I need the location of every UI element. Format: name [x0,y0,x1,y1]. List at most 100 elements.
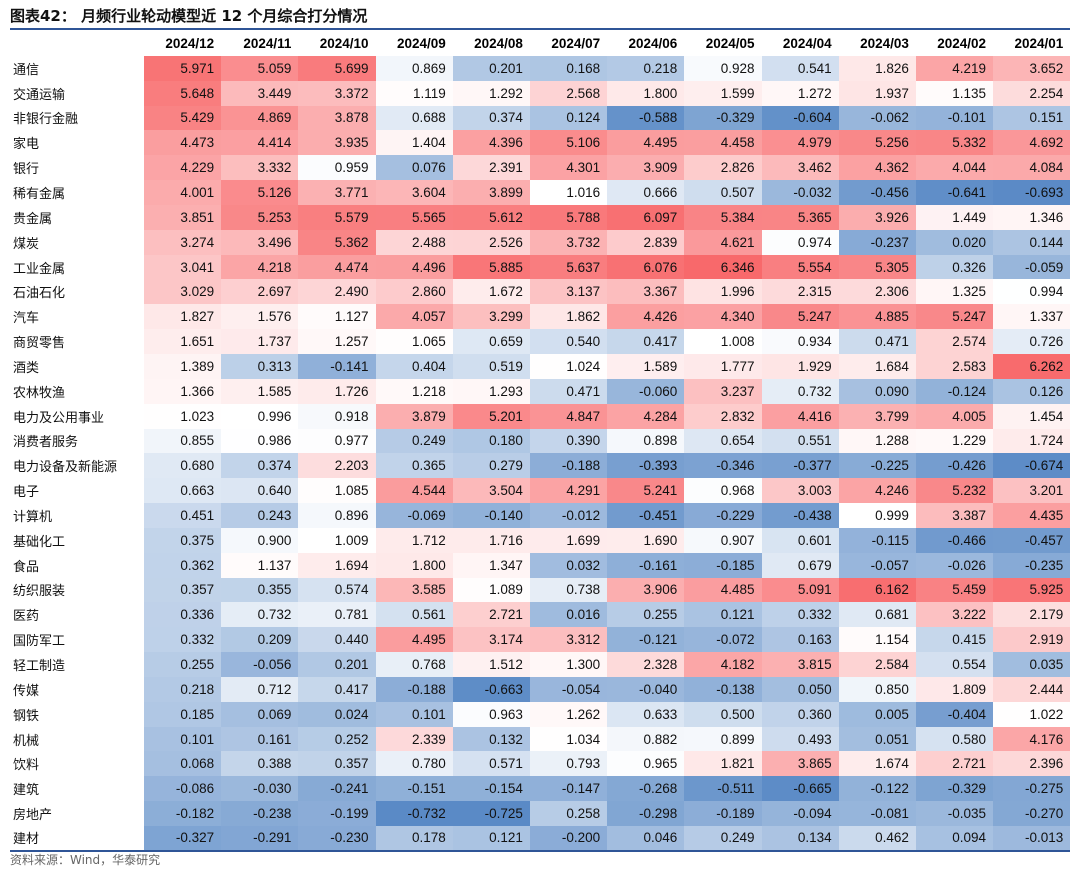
heat-cell: 0.601 [761,527,839,553]
heat-cell: 3.449 [221,80,299,106]
table-row: 非银行金融 5.429 4.869 3.878 0.688 0.374 0.124 -0.58… [10,105,1071,131]
row-label: 建材 [10,826,144,852]
heat-cell: 0.357 [298,751,376,777]
heat-cell: 4.416 [761,403,839,429]
heat-cell: 0.898 [607,428,685,454]
row-label: 银行 [13,162,40,178]
heat-cell: 5.554 [761,254,839,280]
heat-cell: 0.680 [144,453,222,479]
heat-cell: 2.839 [607,229,685,255]
heat-cell: 5.579 [298,204,376,230]
heat-cell: 5.247 [915,304,994,330]
heat-cell: 1.996 [684,279,762,305]
heat-cell: -0.032 [761,180,839,205]
heat-cell: 4.176 [993,726,1071,752]
heat-cell: 0.161 [221,726,299,752]
heat-cell: 1.826 [838,55,916,81]
heat-cell: -0.056 [221,652,299,677]
heat-cell: 4.044 [915,155,994,181]
heat-cell: 5.232 [915,478,994,504]
heat-cell: 4.692 [993,130,1071,156]
heat-cell: -0.604 [761,105,839,131]
heat-cell: 4.869 [221,105,299,131]
heat-cell: 0.654 [684,428,762,454]
column-header: 2024/10 [319,35,369,51]
heat-cell: 0.365 [375,453,453,479]
heat-cell: 0.712 [221,676,299,702]
table-row: 国防军工 0.332 0.209 0.440 4.495 3.174 3.312 -0.121… [10,627,1071,653]
heat-cell: 3.041 [144,254,222,280]
heat-cell: 2.832 [684,403,762,429]
heat-cell: 0.417 [607,329,685,354]
heat-cell: -0.030 [221,776,299,802]
heat-cell: -0.101 [915,105,994,131]
heat-cell: 0.580 [915,726,994,752]
row-label: 建筑 [13,783,40,799]
heat-cell: 0.986 [221,428,299,454]
heat-cell: 1.726 [298,378,376,404]
heat-cell: 1.085 [298,478,376,504]
heat-cell: 0.996 [221,403,299,429]
heat-cell: 0.471 [838,329,916,354]
heat-cell: 0.659 [452,329,530,354]
heat-cell: 4.340 [684,304,762,330]
heat-cell: 0.332 [761,602,839,628]
heat-cell: 1.699 [529,527,608,553]
heat-cell: -0.225 [838,453,916,479]
heat-cell: 3.732 [529,229,608,255]
heat-cell: 2.584 [838,652,916,677]
heat-cell: 4.284 [607,403,685,429]
table-row: 煤炭 3.274 3.496 5.362 2.488 2.526 3.732 2.839 4.6… [10,229,1071,255]
heat-cell: 0.255 [607,602,685,628]
heat-cell: 0.574 [298,577,376,603]
heat-cell: 5.332 [915,130,994,156]
heat-cell: 1.022 [993,701,1071,727]
heat-cell: 4.084 [993,155,1071,181]
heat-cell: 0.493 [761,726,839,752]
heat-cell: -0.189 [684,801,762,826]
table-row: 传媒 0.218 0.712 0.417 -0.188 -0.663 -0.054 -0.04… [10,676,1071,702]
row-label: 机械 [13,733,40,749]
heat-cell: 5.925 [993,577,1071,603]
heat-cell: 0.768 [375,652,453,677]
row-label: 电子 [13,485,40,501]
heat-cell: -0.466 [915,527,994,553]
heat-cell: 1.724 [993,428,1071,454]
heat-cell: 6.162 [838,577,916,603]
heat-cell: 5.091 [761,577,839,603]
heat-cell: 0.362 [144,552,222,578]
heat-cell: 2.860 [375,279,453,305]
heat-cell: 4.496 [375,254,453,280]
heat-cell: 5.305 [838,254,916,280]
table-row: 电力设备及新能源 0.680 0.374 2.203 0.365 0.279 -0.188-… [10,453,1071,479]
heat-cell: 0.965 [607,751,685,777]
heat-cell: 0.134 [761,826,839,852]
heat-cell: 0.178 [375,826,453,852]
heat-cell: 0.440 [298,627,376,653]
heat-cell: 1.800 [607,80,685,106]
table-row: 房地产 -0.182 -0.238 -0.199 -0.732 -0.725 0.258 -0… [10,801,1071,826]
heat-cell: -0.147 [529,776,608,802]
heat-cell: 0.151 [993,105,1071,131]
heat-cell: 1.034 [529,726,608,752]
heat-cell: 3.462 [761,155,839,181]
heat-cell: 0.507 [684,180,762,205]
heat-cell: 1.712 [375,527,453,553]
heat-cell: 1.684 [838,353,916,379]
heat-cell: -0.270 [993,801,1071,826]
chart-title: 图表42： 月频行业轮动模型近 12 个月综合打分情况 [10,7,368,25]
heat-cell: 5.384 [684,204,762,230]
heat-cell: 0.896 [298,503,376,528]
heat-cell: 0.024 [298,701,376,727]
row-label: 电力设备及新能源 [13,460,118,476]
heat-cell: 4.979 [761,130,839,156]
heat-cell: 0.540 [529,329,608,354]
heat-cell: -0.693 [993,180,1071,205]
table-row: 食品 0.362 1.137 1.694 1.800 1.347 0.032 -0.161 -0… [10,552,1071,578]
heat-cell: 1.576 [221,304,299,330]
heat-cell: 0.375 [144,527,222,553]
heat-cell: -0.057 [838,552,916,578]
heat-cell: -0.393 [607,453,685,479]
table-row: 交通运输 5.648 3.449 3.372 1.119 1.292 2.568 1.800 1… [10,80,1071,106]
heat-cell: 3.496 [221,229,299,255]
